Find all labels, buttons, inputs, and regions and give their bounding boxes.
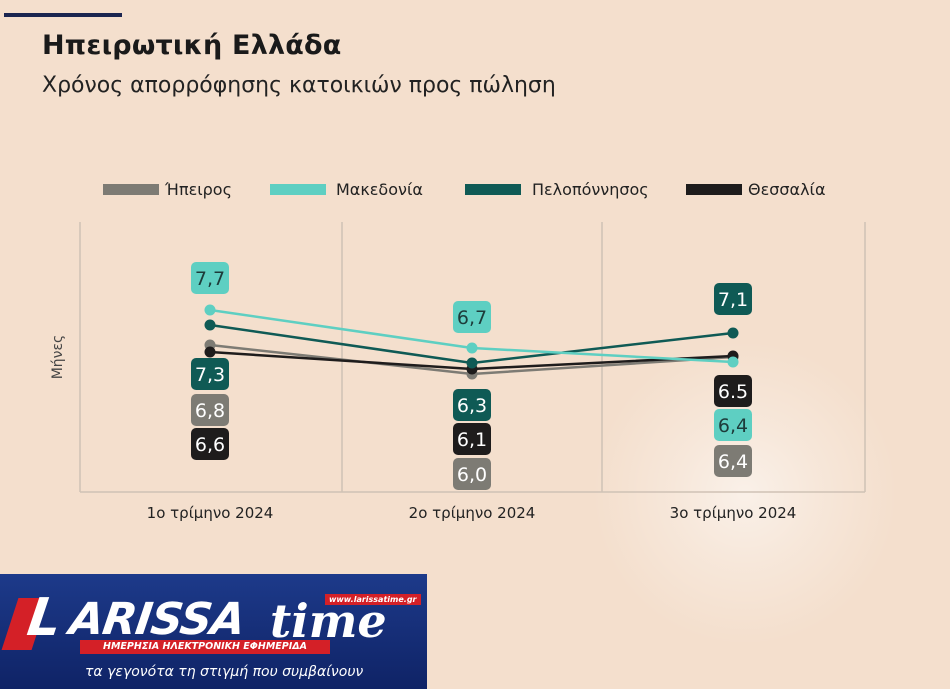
x-tick-label: 1ο τρίμηνο 2024 [147,504,274,522]
data-point [204,304,216,316]
x-tick-label: 2ο τρίμηνο 2024 [409,504,536,522]
logo-band: ΗΜΕΡΗΣΙΑ ΗΛΕΚΤΡΟΝΙΚΗ ΕΦΗΜΕΡΙΔΑ [80,640,330,654]
data-label-box [453,458,491,490]
data-label-box [714,283,752,315]
x-tick-label: 3ο τρίμηνο 2024 [670,504,797,522]
logo-letter: L [23,588,66,648]
logo-url: www.larissatime.gr [325,594,421,605]
legend-label: Ήπειρος [164,180,232,199]
legend-swatch [686,184,742,195]
data-label: 6,8 [195,400,225,422]
data-label: 6,6 [195,434,225,456]
logo-word: ARISSA [66,594,248,645]
data-label: 7,1 [718,289,748,311]
legend-label: Μακεδονία [336,180,423,199]
data-label-box [453,423,491,455]
data-label: 6,0 [457,464,487,486]
data-label-box [453,301,491,333]
y-axis-label: Μήνες [50,335,66,380]
data-label: 6,4 [718,451,748,473]
data-label: 6.5 [718,381,748,403]
data-label: 6,1 [457,429,487,451]
data-label-box [191,394,229,426]
legend-swatch [270,184,326,195]
data-point [727,356,739,368]
data-point [204,346,216,358]
line-chart: Μήνες 1ο τρίμηνο 2024 2ο τρίμηνο 2024 3ο τρ… [50,180,866,522]
data-label-box [191,262,229,294]
legend-label: Θεσσαλία [748,180,826,199]
data-label-box [453,389,491,421]
legend-swatch [465,184,521,195]
data-label-box [714,445,752,477]
data-label: 6,7 [457,307,487,329]
top-accent-line [4,13,122,17]
data-label-box [714,375,752,407]
larissatime-logo: L ARISSA time www.larissatime.gr ΗΜΕΡΗΣΙ… [0,574,427,689]
data-point [466,357,478,369]
data-point [204,319,216,331]
legend-swatch [103,184,159,195]
data-label-box [191,428,229,460]
data-label-box [191,358,229,390]
page-subtitle: Χρόνος απορρόφησης κατοικιών προς πώληση [42,73,556,98]
data-point [727,327,739,339]
data-label: 6,3 [457,395,487,417]
data-label-box [714,409,752,441]
logo-tagline: τα γεγονότα τη στιγμή που συμβαίνουν [85,664,364,680]
legend-label: Πελοπόννησος [532,180,649,199]
page-title: Ηπειρωτική Ελλάδα [42,30,342,61]
data-label: 7,3 [195,364,225,386]
data-point [466,342,478,354]
data-label: 6,4 [718,415,748,437]
data-label: 7,7 [195,268,225,290]
